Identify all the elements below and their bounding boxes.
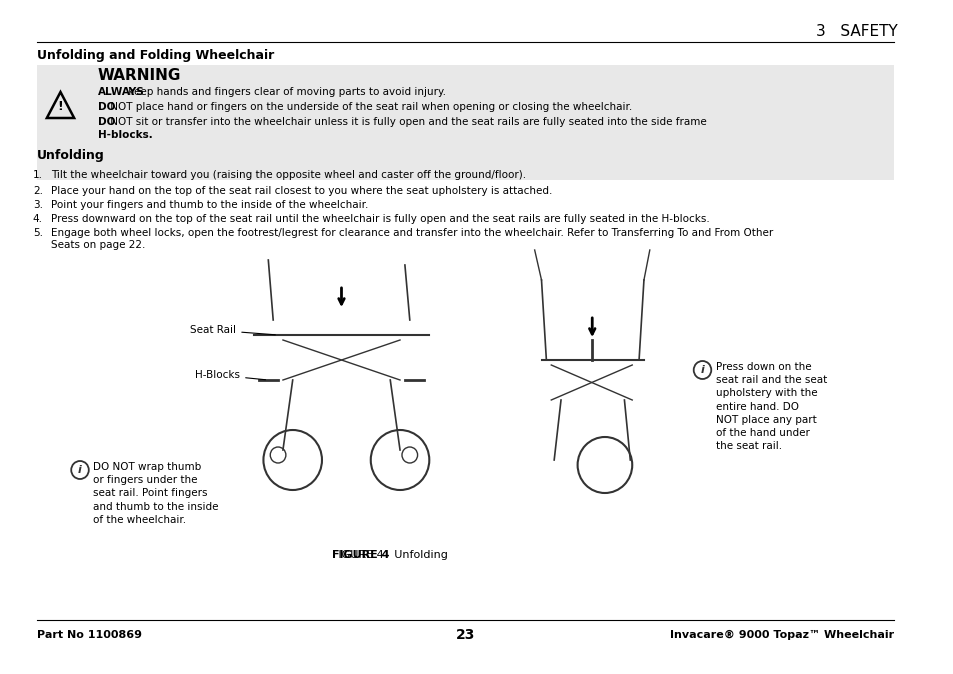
Text: 3.: 3.: [33, 200, 43, 210]
Text: FIGURE 4: FIGURE 4: [332, 550, 389, 560]
Text: Unfolding: Unfolding: [37, 148, 105, 162]
Text: DO: DO: [97, 102, 114, 112]
Text: H-blocks.: H-blocks.: [97, 130, 152, 140]
Text: Part No 1100869: Part No 1100869: [37, 630, 142, 640]
Text: Point your fingers and thumb to the inside of the wheelchair.: Point your fingers and thumb to the insi…: [51, 200, 368, 210]
Text: NOT sit or transfer into the wheelchair unless it is fully open and the seat rai: NOT sit or transfer into the wheelchair …: [107, 117, 705, 127]
Text: Seats on page 22.: Seats on page 22.: [51, 240, 145, 250]
Text: NOT place hand or fingers on the underside of the seat rail when opening or clos: NOT place hand or fingers on the undersi…: [107, 102, 631, 112]
Text: keep hands and fingers clear of moving parts to avoid injury.: keep hands and fingers clear of moving p…: [125, 87, 445, 97]
Text: WARNING: WARNING: [97, 67, 181, 82]
Text: 2.: 2.: [33, 186, 43, 196]
Text: Press down on the
seat rail and the seat
upholstery with the
entire hand. DO
NOT: Press down on the seat rail and the seat…: [716, 362, 826, 451]
Text: Press downward on the top of the seat rail until the wheelchair is fully open an: Press downward on the top of the seat ra…: [51, 214, 709, 224]
Text: i: i: [700, 365, 703, 375]
Text: Invacare® 9000 Topaz™ Wheelchair: Invacare® 9000 Topaz™ Wheelchair: [669, 630, 893, 640]
FancyBboxPatch shape: [37, 65, 893, 180]
Text: i: i: [78, 465, 82, 475]
Text: Engage both wheel locks, open the footrest/legrest for clearance and transfer in: Engage both wheel locks, open the footre…: [51, 228, 772, 238]
Text: Unfolding and Folding Wheelchair: Unfolding and Folding Wheelchair: [37, 49, 274, 61]
Text: H-Blocks: H-Blocks: [195, 370, 265, 380]
Text: Place your hand on the top of the seat rail closest to you where the seat uphols: Place your hand on the top of the seat r…: [51, 186, 552, 196]
Text: 1.: 1.: [33, 170, 43, 180]
Text: Seat Rail: Seat Rail: [190, 325, 275, 335]
Text: FIGURE 4   Unfolding: FIGURE 4 Unfolding: [332, 550, 447, 560]
Text: 4.: 4.: [33, 214, 43, 224]
Text: ALWAYS: ALWAYS: [97, 87, 144, 97]
Text: 5.: 5.: [33, 228, 43, 238]
Text: DO: DO: [97, 117, 114, 127]
Text: 23: 23: [456, 628, 475, 642]
Text: !: !: [57, 100, 63, 113]
Text: 3   SAFETY: 3 SAFETY: [815, 24, 897, 40]
Text: DO NOT wrap thumb
or fingers under the
seat rail. Point fingers
and thumb to the: DO NOT wrap thumb or fingers under the s…: [92, 462, 218, 525]
Text: Tilt the wheelchair toward you (raising the opposite wheel and caster off the gr: Tilt the wheelchair toward you (raising …: [51, 170, 525, 180]
